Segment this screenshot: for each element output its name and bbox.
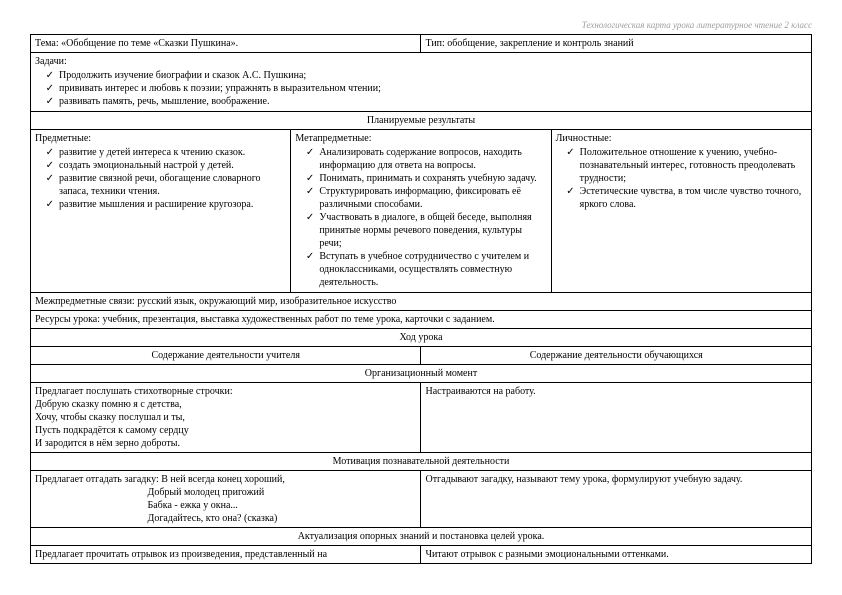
tasks-cell: Задачи: Продолжить изучение биографии и … [31, 53, 812, 112]
subject-header: Предметные: [35, 133, 91, 144]
intersubject-cell: Межпредметные связи: русский язык, окруж… [31, 293, 812, 311]
motivation-student-cell: Отгадывают загадку, называют тему урока,… [421, 471, 812, 528]
type-cell: Тип: обобщение, закрепление и контроль з… [421, 35, 812, 53]
list-item: развитие связной речи, обогащение словар… [59, 172, 286, 198]
resources-cell: Ресурсы урока: учебник, презентация, выс… [31, 311, 812, 329]
org-teacher-cell: Предлагает послушать стихотворные строчк… [31, 383, 421, 453]
tasks-list: Продолжить изучение биографии и сказок А… [35, 69, 807, 108]
actualization-header-cell: Актуализация опорных знаний и постановка… [31, 528, 812, 546]
lesson-flow-header-cell: Ход урока [31, 329, 812, 347]
list-item: Вступать в учебное сотрудничество с учит… [319, 250, 546, 289]
topic-cell: Тема: «Обобщение по теме «Сказки Пушкина… [31, 35, 421, 53]
list-item: развитие у детей интереса к чтению сказо… [59, 146, 286, 159]
actual-student-cell: Читают отрывок с разными эмоциональными … [421, 546, 812, 564]
page-caption: Технологическая карта урока литературное… [30, 20, 812, 30]
list-item: Участвовать в диалоге, в общей беседе, в… [319, 211, 546, 250]
tasks-header: Задачи: [35, 56, 67, 67]
personal-list: Положительное отношение к учению, учебно… [556, 146, 807, 211]
subject-results-cell: Предметные: развитие у детей интереса к … [31, 130, 291, 293]
list-item: Структурировать информацию, фиксировать … [319, 185, 546, 211]
list-item: развитие мышления и расширение кругозора… [59, 198, 286, 211]
list-item: Продолжить изучение биографии и сказок А… [59, 69, 807, 82]
meta-results-cell: Метапредметные: Анализировать содержание… [291, 130, 551, 293]
lesson-plan-table: Тема: «Обобщение по теме «Сказки Пушкина… [30, 34, 812, 564]
actual-teacher-cell: Предлагает прочитать отрывок из произвед… [31, 546, 421, 564]
subject-list: развитие у детей интереса к чтению сказо… [35, 146, 286, 211]
org-student-cell: Настраиваются на работу. [421, 383, 812, 453]
motivation-teacher-cell: Предлагает отгадать загадку: В ней всегд… [31, 471, 421, 528]
meta-header: Метапредметные: [295, 133, 371, 144]
list-item: развивать память, речь, мышление, вообра… [59, 95, 807, 108]
personal-header: Личностные: [556, 133, 612, 144]
teacher-col-header: Содержание деятельности учителя [31, 347, 421, 365]
list-item: Положительное отношение к учению, учебно… [580, 146, 807, 185]
list-item: Понимать, принимать и сохранять учебную … [319, 172, 546, 185]
personal-results-cell: Личностные: Положительное отношение к уч… [551, 130, 811, 293]
org-moment-header-cell: Организационный момент [31, 365, 812, 383]
results-header-cell: Планируемые результаты [31, 112, 812, 130]
list-item: Эстетические чувства, в том числе чувств… [580, 185, 807, 211]
meta-list: Анализировать содержание вопросов, наход… [295, 146, 546, 289]
motivation-header-cell: Мотивация познавательной деятельности [31, 453, 812, 471]
list-item: создать эмоциональный настрой у детей. [59, 159, 286, 172]
list-item: Анализировать содержание вопросов, наход… [319, 146, 546, 172]
list-item: прививать интерес и любовь к поэзии; упр… [59, 82, 807, 95]
student-col-header: Содержание деятельности обучающихся [421, 347, 812, 365]
